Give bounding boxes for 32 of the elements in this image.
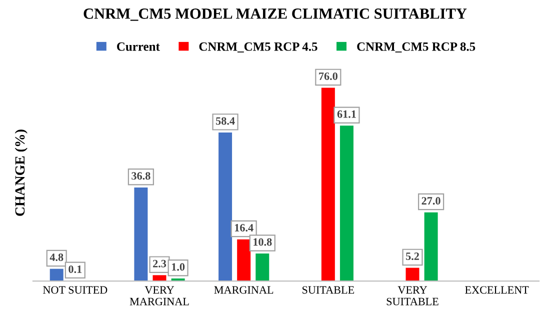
- x-tick-label: EXCELLENT: [465, 286, 529, 294]
- x-tick-label: NOT SUITED: [43, 286, 108, 294]
- data-label: 4.8: [50, 253, 64, 262]
- bar: [406, 268, 420, 282]
- legend-label: CNRM_CM5 RCP 8.5: [357, 42, 476, 52]
- bar: [152, 275, 166, 282]
- data-label: 0.1: [68, 265, 82, 273]
- x-tick-label: VERY MARGINAL: [130, 286, 189, 306]
- data-label: 36.8: [132, 172, 150, 180]
- x-tick-label: SUITABLE: [302, 286, 354, 294]
- bar: [218, 132, 232, 282]
- bar: [321, 88, 335, 282]
- legend-label: Current: [117, 42, 160, 51]
- data-label: 61.1: [337, 110, 356, 118]
- bar: [237, 239, 251, 282]
- data-label: 58.4: [216, 117, 235, 125]
- x-tick-label: MARGINAL: [214, 286, 274, 294]
- data-label: 27.0: [422, 197, 440, 205]
- x-tick-label: VERY SUITABLE: [386, 286, 438, 306]
- bar: [134, 187, 148, 282]
- data-label: 10.8: [254, 238, 272, 246]
- bar: [424, 212, 438, 282]
- bar: [340, 126, 354, 282]
- data-label: 76.0: [319, 72, 338, 80]
- data-label: 16.4: [235, 224, 254, 232]
- data-label: 1.0: [172, 263, 185, 271]
- chart-title: CNRM_CM5 MODEL MAIZE CLIMATIC SUITABLITY: [84, 8, 467, 21]
- data-label: 5.2: [406, 252, 419, 260]
- bar: [256, 254, 270, 282]
- legend-label: CNRM_CM5 RCP 4.5: [199, 42, 318, 52]
- data-label: 2.3: [153, 260, 166, 268]
- y-axis-title: CHANGE (%): [14, 130, 28, 216]
